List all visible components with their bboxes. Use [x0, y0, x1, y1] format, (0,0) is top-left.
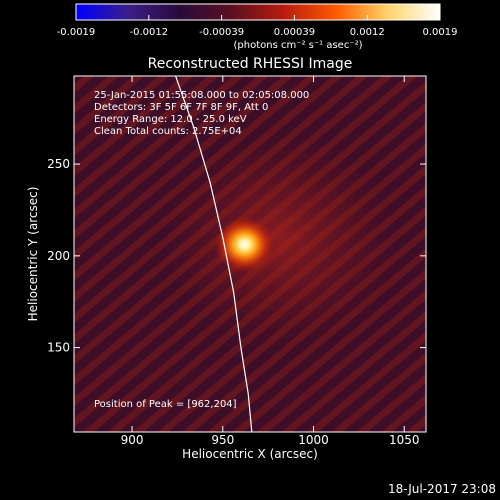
- x-axis-ticks: 900 950 1000 1050: [121, 76, 420, 447]
- annotation-detectors: Detectors: 3F 5F 6F 7F 8F 9F, Att 0: [94, 102, 268, 113]
- y-axis-ticks: 150 200 250: [47, 157, 426, 355]
- colorbar-unit-label: (photons cm⁻² s⁻¹ asec⁻²): [233, 40, 362, 51]
- y-tick-label: 150: [47, 341, 70, 355]
- annotation-energy-range: Energy Range: 12.0 - 25.0 keV: [94, 114, 247, 125]
- solar-limb-arc: [175, 76, 253, 432]
- x-tick-label: 1050: [389, 433, 420, 447]
- x-tick-label: 950: [211, 433, 234, 447]
- y-tick-label: 200: [47, 249, 70, 263]
- colorbar-tick-label: 0.0019: [423, 27, 458, 38]
- heatmap-image: [74, 76, 426, 432]
- colorbar-ticks: -0.0019 -0.0012 -0.00039 0.00039 0.0012 0.001…: [57, 15, 458, 38]
- x-axis-label: Heliocentric X (arcsec): [182, 447, 318, 461]
- y-tick-label: 250: [47, 157, 70, 171]
- peak-position-label: Position of Peak = [962,204]: [94, 399, 237, 410]
- colorbar-tick-label: 0.00039: [274, 27, 315, 38]
- x-tick-label: 1000: [298, 433, 329, 447]
- colorbar-tick-label: -0.0012: [129, 27, 168, 38]
- x-tick-label: 900: [121, 433, 144, 447]
- annotation-clean-counts: Clean Total counts: 2.75E+04: [94, 126, 242, 137]
- plot-frame: [73, 75, 427, 433]
- colorbar-tick-label: -0.00039: [199, 27, 244, 38]
- timestamp: 18-Jul-2017 23:08: [388, 482, 496, 496]
- colorbar-tick-label: -0.0019: [57, 27, 96, 38]
- colorbar: [75, 3, 441, 21]
- peak-source: [214, 216, 275, 273]
- chart-title: Reconstructed RHESSI Image: [148, 56, 353, 72]
- y-axis-label: Heliocentric Y (arcsec): [26, 187, 40, 322]
- annotation-time-range: 25-Jan-2015 01:55:08.000 to 02:05:08.000: [94, 90, 309, 101]
- colorbar-tick-label: 0.0012: [350, 27, 385, 38]
